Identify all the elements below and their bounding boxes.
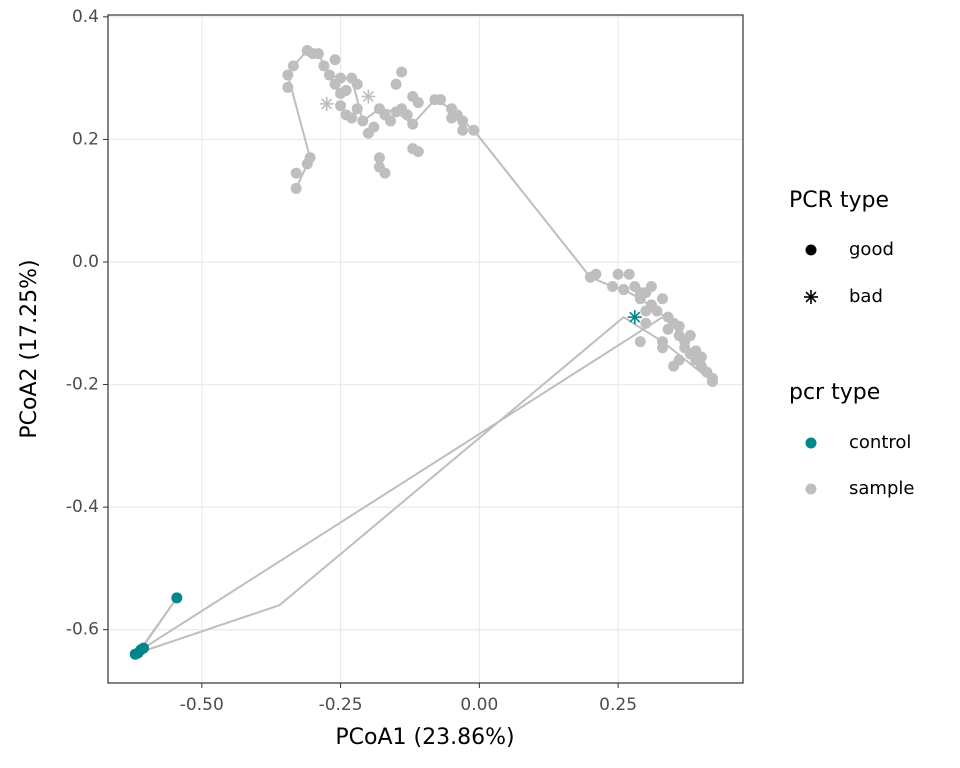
point-bad xyxy=(319,96,334,111)
point xyxy=(657,342,669,354)
point xyxy=(684,330,696,342)
legend-key xyxy=(805,483,817,495)
asterisk-stroke xyxy=(629,311,641,323)
asterisk-stroke xyxy=(805,291,817,303)
point xyxy=(304,152,316,164)
x-tick-label: 0.00 xyxy=(460,695,498,715)
point xyxy=(468,124,480,136)
point-bad xyxy=(361,89,376,104)
legend-key xyxy=(805,244,817,256)
point xyxy=(351,103,363,115)
point xyxy=(640,305,652,317)
point xyxy=(385,115,397,127)
legend-label: bad xyxy=(849,286,883,307)
point xyxy=(662,323,674,335)
legend-label: good xyxy=(849,239,894,260)
point xyxy=(607,280,619,292)
point xyxy=(171,592,183,604)
point xyxy=(329,54,341,66)
point xyxy=(634,336,646,348)
point xyxy=(335,100,347,112)
point xyxy=(657,293,669,305)
legend-label: sample xyxy=(849,478,914,499)
point xyxy=(668,360,680,372)
point xyxy=(651,305,663,317)
point xyxy=(457,115,469,127)
point xyxy=(282,69,294,81)
point xyxy=(351,78,363,90)
point xyxy=(318,60,330,72)
legend-key xyxy=(805,437,817,449)
point xyxy=(457,124,469,136)
point xyxy=(407,118,419,130)
legend-title: pcr type xyxy=(789,380,880,405)
point xyxy=(373,152,385,164)
point xyxy=(446,112,458,124)
point xyxy=(357,115,369,127)
y-tick-label: 0.4 xyxy=(72,7,99,27)
x-tick-label: -0.50 xyxy=(180,695,224,715)
point xyxy=(329,78,341,90)
point xyxy=(412,97,424,109)
point xyxy=(412,146,424,158)
x-tick-label: 0.25 xyxy=(599,695,637,715)
x-tick-label: -0.25 xyxy=(319,695,363,715)
point xyxy=(323,69,335,81)
y-tick-label: -0.2 xyxy=(66,375,99,395)
point xyxy=(590,268,602,280)
legend-label: control xyxy=(849,432,911,453)
y-tick-label: 0.2 xyxy=(72,129,99,149)
point xyxy=(368,121,380,133)
point xyxy=(290,167,302,179)
point xyxy=(129,648,141,660)
point xyxy=(138,642,150,654)
point xyxy=(612,268,624,280)
y-axis-title: PCoA2 (17.25%) xyxy=(17,259,42,438)
y-tick-label: -0.6 xyxy=(66,620,99,640)
point xyxy=(695,351,707,363)
point xyxy=(346,112,358,124)
point xyxy=(335,87,347,99)
point xyxy=(312,48,324,60)
point xyxy=(290,182,302,194)
point xyxy=(673,320,685,332)
point xyxy=(623,268,635,280)
point xyxy=(645,280,657,292)
point xyxy=(287,60,299,72)
point xyxy=(282,81,294,93)
y-tick-label: -0.4 xyxy=(66,497,99,517)
x-axis-title: PCoA1 (23.86%) xyxy=(335,725,514,750)
point xyxy=(618,284,630,296)
legend-key xyxy=(804,290,818,304)
legend-title: PCR type xyxy=(789,188,889,213)
point xyxy=(706,372,718,384)
panel-bg xyxy=(108,15,743,683)
point xyxy=(379,167,391,179)
point xyxy=(434,94,446,106)
asterisk-stroke xyxy=(321,98,333,110)
point-bad xyxy=(627,310,642,325)
point xyxy=(396,66,408,78)
y-tick-label: 0.0 xyxy=(72,252,99,272)
panel-border xyxy=(107,14,744,684)
point xyxy=(634,287,646,299)
point xyxy=(390,78,402,90)
point xyxy=(640,317,652,329)
point xyxy=(401,109,413,121)
asterisk-stroke xyxy=(362,90,374,103)
